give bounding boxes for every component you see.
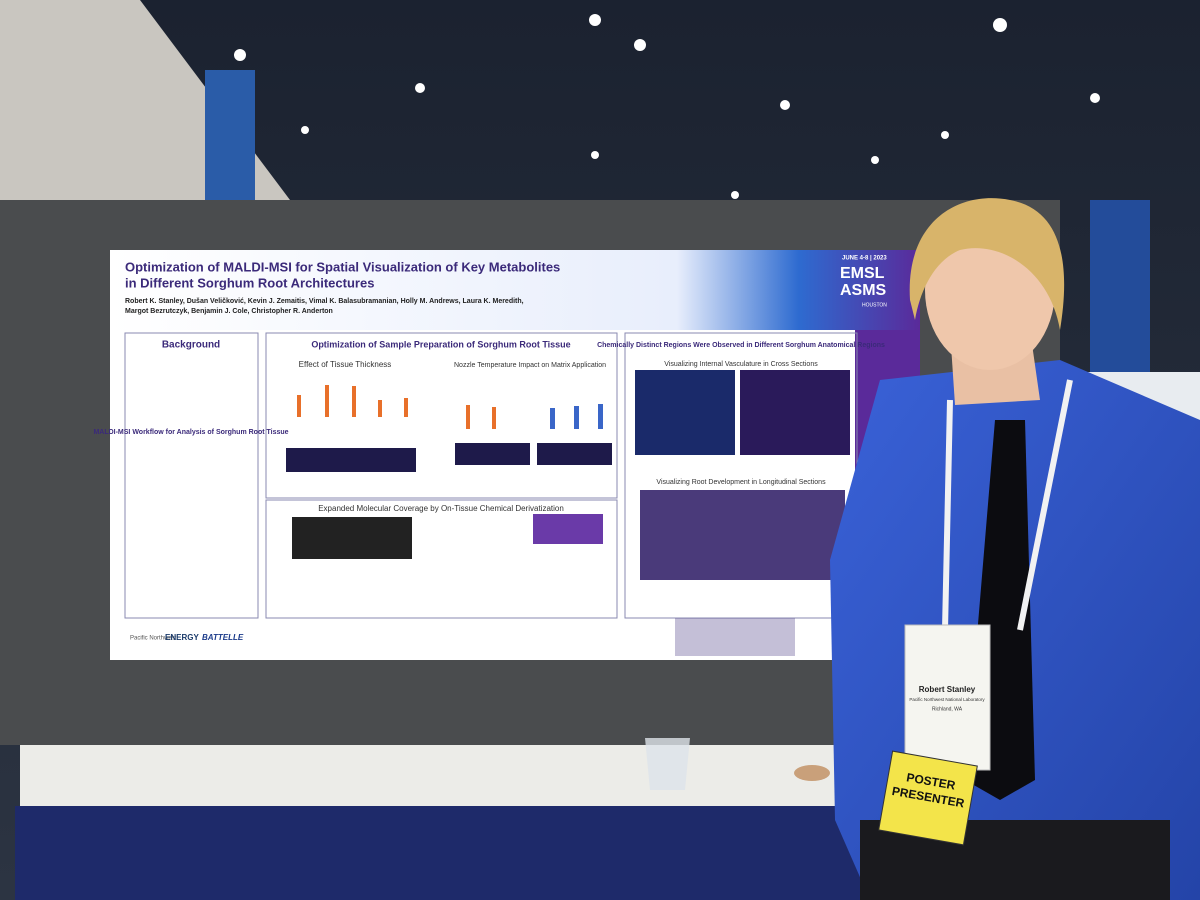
proposal-box: [675, 618, 795, 656]
subheading: Visualizing Root Development in Longitud…: [656, 479, 826, 486]
conference-name: ASMS: [840, 282, 887, 299]
proposals: EMSL Proposals: [680, 622, 735, 629]
poster-bars: [550, 404, 603, 429]
badge-org: Pacific Northwest National Laboratory: [909, 697, 985, 702]
conference-name: EMSL: [840, 265, 885, 282]
poster-images: [455, 443, 530, 465]
section-heading: Background: [162, 340, 220, 351]
logo: ENERGY: [165, 633, 199, 642]
section-heading: Expanded Molecular Coverage by On-Tissue…: [318, 504, 564, 513]
poster-title: in Different Sorghum Root Architectures: [125, 275, 374, 290]
hair: [909, 198, 1065, 330]
poster-images: [286, 448, 416, 472]
poster-bars: [297, 385, 496, 429]
poster-images: [533, 514, 603, 544]
pillar: [205, 70, 255, 205]
poster-images: [740, 370, 850, 455]
authors: Robert K. Stanley, Dušan Veličković, Kev…: [125, 298, 524, 305]
subheading: Effect of Tissue Thickness: [299, 360, 392, 369]
badge: [904, 624, 991, 771]
pillar: [1090, 200, 1150, 380]
subheading: Visualizing Internal Vasculature in Cros…: [664, 361, 818, 368]
table-top: [20, 745, 880, 810]
lanyard: [942, 379, 1073, 631]
poster-images: [635, 370, 735, 455]
poster-images: [292, 517, 412, 559]
poster-header: [110, 250, 920, 330]
poster-images: [537, 443, 612, 465]
bowl: [794, 765, 830, 781]
poster-images: [640, 490, 845, 580]
badge-city: Richland, WA: [932, 706, 963, 712]
conference-dates: JUNE 4-8 | 2023: [842, 256, 887, 262]
subheading: Nozzle Temperature Impact on Matrix Appl…: [454, 362, 606, 369]
logo: BATTELLE: [202, 633, 244, 642]
conference-city: HOUSTON: [862, 302, 887, 308]
table-skirt: [15, 806, 885, 900]
section-heading: Chemically Distinct Regions Were Observe…: [597, 342, 885, 349]
logo: Pacific Northwest: [130, 636, 177, 642]
lights: [234, 14, 1100, 199]
cup: [645, 738, 690, 790]
section-heading: Optimization of Sample Preparation of So…: [311, 339, 570, 349]
section-heading: MALDI-MSI Workflow for Analysis of Sorgh…: [93, 429, 288, 436]
ribbon: POSTER PRESENTER: [878, 750, 978, 846]
badge-name: Robert Stanley: [919, 685, 976, 694]
poster-title: Optimization of MALDI-MSI for Spatial Vi…: [125, 259, 560, 274]
authors: Margot Bezrutczyk, Benjamin J. Cole, Chr…: [125, 308, 333, 315]
